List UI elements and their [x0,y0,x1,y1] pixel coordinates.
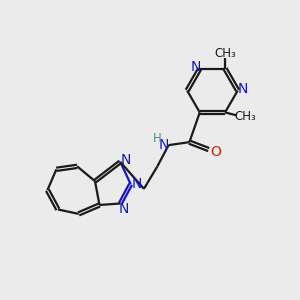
Text: N: N [238,82,248,96]
Text: N: N [159,137,169,152]
Text: N: N [120,152,131,167]
Text: N: N [190,60,200,74]
Text: H: H [153,132,162,145]
Text: CH₃: CH₃ [215,47,236,60]
Text: N: N [119,202,129,216]
Text: N: N [131,177,142,191]
Text: O: O [210,145,221,159]
Text: CH₃: CH₃ [234,110,256,123]
